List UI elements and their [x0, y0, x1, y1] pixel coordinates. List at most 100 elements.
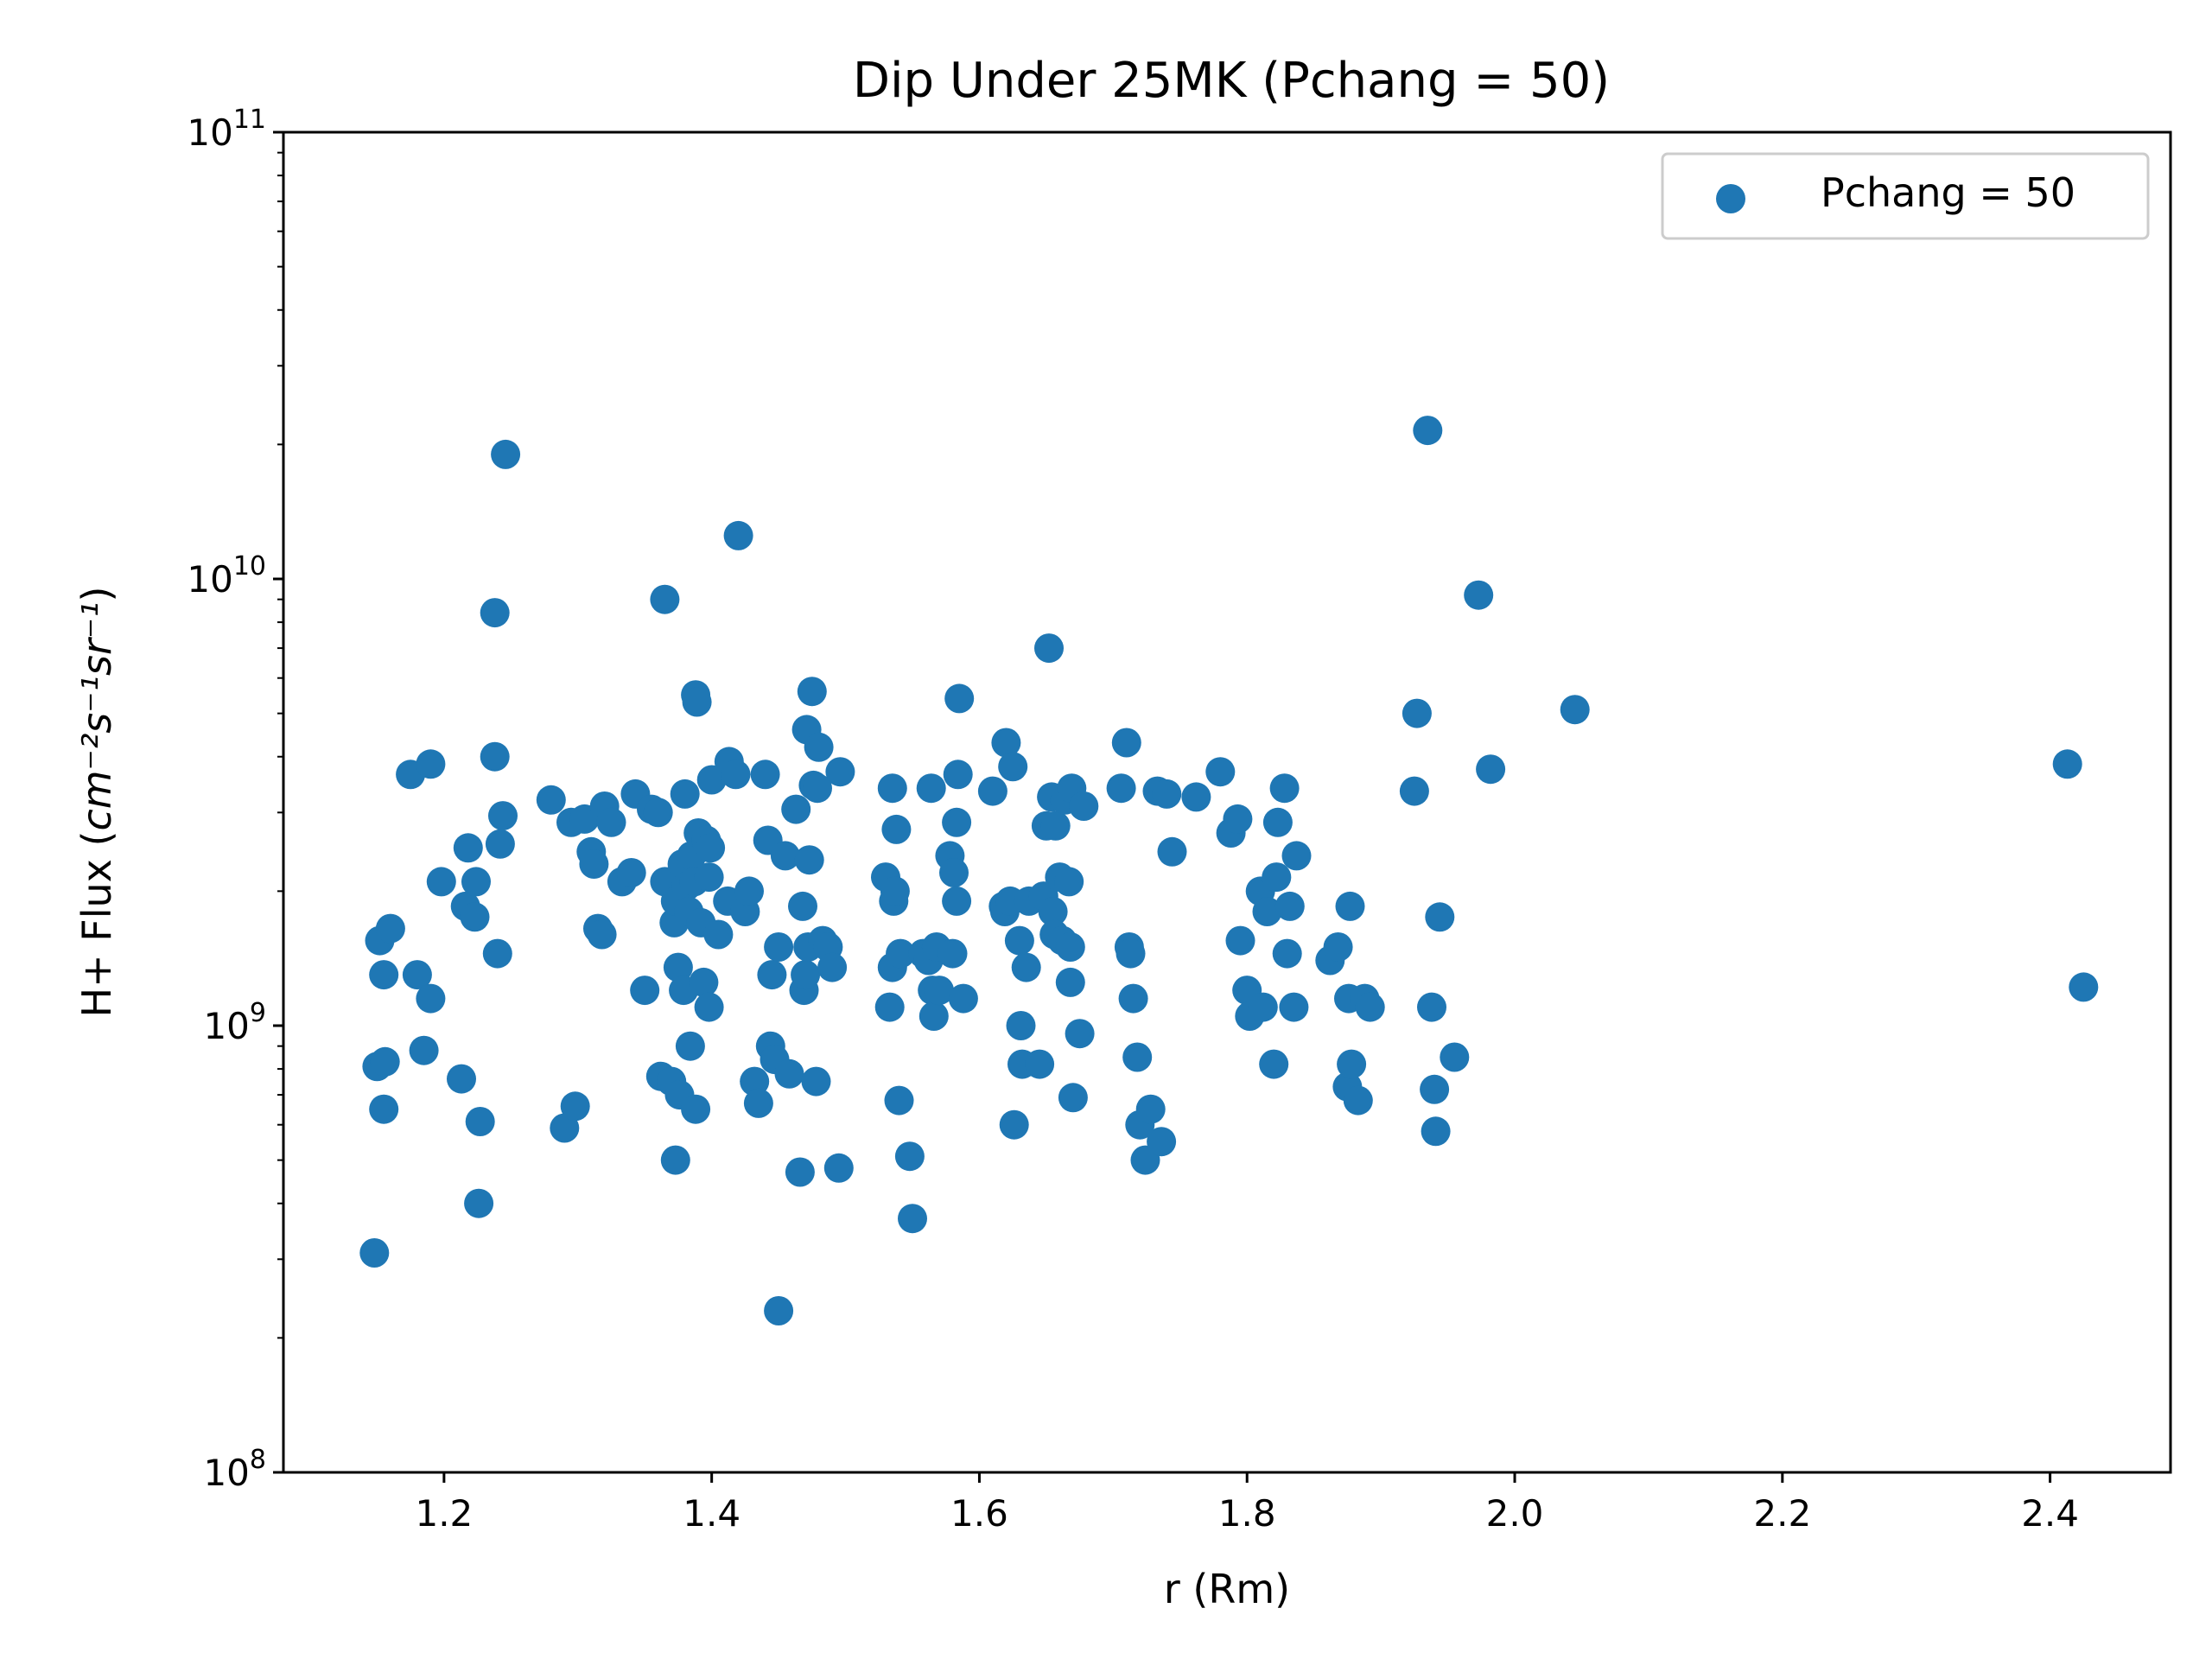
data-point: [1122, 1042, 1153, 1072]
legend: Pchang = 50: [1661, 152, 2150, 240]
data-point: [1399, 776, 1429, 806]
data-point: [1464, 580, 1494, 610]
data-point: [1025, 1049, 1055, 1079]
data-point: [939, 858, 969, 887]
data-point: [1069, 791, 1099, 821]
data-point: [804, 732, 834, 762]
data-point: [1147, 1127, 1177, 1157]
data-point: [1157, 836, 1187, 867]
data-point: [465, 1107, 495, 1136]
data-point: [884, 1085, 914, 1116]
data-point: [689, 967, 719, 997]
data-point: [723, 520, 753, 550]
data-point: [1279, 992, 1309, 1022]
x-axis-label: r (Rm): [1164, 1566, 1290, 1612]
data-point: [409, 1035, 439, 1065]
data-point: [587, 919, 617, 950]
data-point: [881, 814, 912, 844]
data-point: [770, 841, 800, 871]
x-tick-label: 1.8: [1218, 1492, 1276, 1535]
data-point: [1248, 992, 1278, 1022]
data-point: [1111, 728, 1141, 758]
data-point: [663, 952, 693, 982]
data-point: [764, 1296, 794, 1325]
data-point: [1038, 897, 1068, 926]
data-point: [1223, 804, 1253, 834]
data-point: [1417, 992, 1446, 1022]
data-point: [1269, 773, 1300, 804]
data-point: [1006, 1011, 1036, 1040]
data-point: [1011, 952, 1041, 982]
data-point: [1118, 983, 1148, 1014]
data-point: [1272, 938, 1302, 969]
data-point: [1440, 1042, 1470, 1072]
data-point: [991, 728, 1021, 758]
data-point: [660, 1145, 690, 1175]
data-point: [416, 983, 446, 1014]
data-point: [596, 807, 626, 837]
data-point: [999, 1109, 1029, 1140]
data-point: [1262, 807, 1293, 837]
data-point: [801, 1066, 831, 1096]
data-point: [682, 687, 712, 717]
y-tick-label: 1010: [187, 551, 266, 601]
data-point: [898, 1204, 927, 1234]
data-point: [942, 807, 972, 837]
data-point: [797, 677, 827, 707]
data-point: [1274, 891, 1305, 921]
data-point: [948, 983, 978, 1014]
data-point: [1252, 897, 1282, 926]
data-points: [359, 416, 2099, 1325]
data-point: [785, 1157, 815, 1187]
x-tick-label: 1.2: [415, 1492, 473, 1535]
data-point: [938, 938, 968, 969]
legend-label: Pchang = 50: [1821, 169, 2075, 216]
data-point: [942, 886, 972, 916]
data-point: [670, 779, 700, 809]
data-point: [369, 960, 399, 990]
data-point: [461, 867, 491, 897]
y-axis-label: H+ Flux (cm⁻²s⁻¹sr⁻¹): [73, 586, 120, 1017]
data-point: [943, 760, 973, 790]
data-point: [359, 1238, 390, 1268]
data-point: [1181, 782, 1211, 812]
data-point: [757, 960, 787, 990]
data-point: [485, 829, 515, 859]
data-point: [1040, 810, 1071, 841]
data-point: [1034, 633, 1064, 664]
data-point: [1425, 902, 1455, 932]
y-axis-label-prefix: H+ Flux (: [73, 831, 120, 1018]
data-point: [370, 1046, 400, 1077]
data-point: [402, 960, 432, 990]
chart-title: Dip Under 25MK (Pchang = 50): [853, 53, 1610, 109]
data-point: [781, 794, 811, 824]
y-axis-ticks: 108 109 1010 1011: [187, 105, 283, 1494]
y-tick-label: 108: [203, 1445, 266, 1494]
data-point: [788, 891, 817, 921]
data-point: [643, 798, 673, 828]
data-point: [823, 1153, 854, 1183]
x-tick-label: 2.4: [2021, 1492, 2079, 1535]
data-point: [1281, 841, 1312, 871]
data-point: [877, 773, 907, 804]
data-point: [1420, 1074, 1450, 1104]
data-point: [460, 902, 490, 932]
data-point: [925, 976, 954, 1006]
data-point: [480, 741, 510, 772]
data-point: [803, 773, 832, 804]
data-point: [1225, 925, 1255, 956]
data-point: [426, 867, 456, 897]
data-point: [1054, 867, 1084, 897]
data-point: [1135, 1094, 1166, 1124]
plot-area-frame: [282, 130, 2172, 1474]
data-point: [2069, 972, 2099, 1002]
legend-box: [1661, 152, 2150, 240]
data-point: [491, 439, 521, 469]
data-point: [1560, 695, 1590, 725]
data-point: [375, 913, 405, 944]
data-point: [694, 862, 724, 893]
x-tick-label: 1.4: [683, 1492, 741, 1535]
data-point: [630, 976, 660, 1006]
data-point: [1335, 891, 1365, 921]
